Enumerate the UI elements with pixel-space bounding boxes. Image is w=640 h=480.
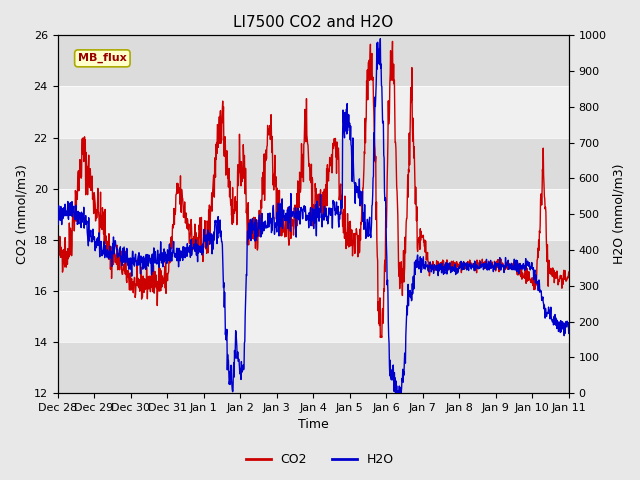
Bar <box>58 342 569 393</box>
Bar <box>58 36 569 86</box>
X-axis label: Time: Time <box>298 419 328 432</box>
Bar <box>58 86 569 138</box>
Bar <box>58 189 569 240</box>
Title: LI7500 CO2 and H2O: LI7500 CO2 and H2O <box>233 15 393 30</box>
Bar <box>58 240 569 291</box>
Y-axis label: CO2 (mmol/m3): CO2 (mmol/m3) <box>15 164 28 264</box>
Bar <box>58 138 569 189</box>
Y-axis label: H2O (mmol/m3): H2O (mmol/m3) <box>612 164 625 264</box>
Legend: CO2, H2O: CO2, H2O <box>241 448 399 471</box>
Text: MB_flux: MB_flux <box>78 53 127 63</box>
Bar <box>58 291 569 342</box>
